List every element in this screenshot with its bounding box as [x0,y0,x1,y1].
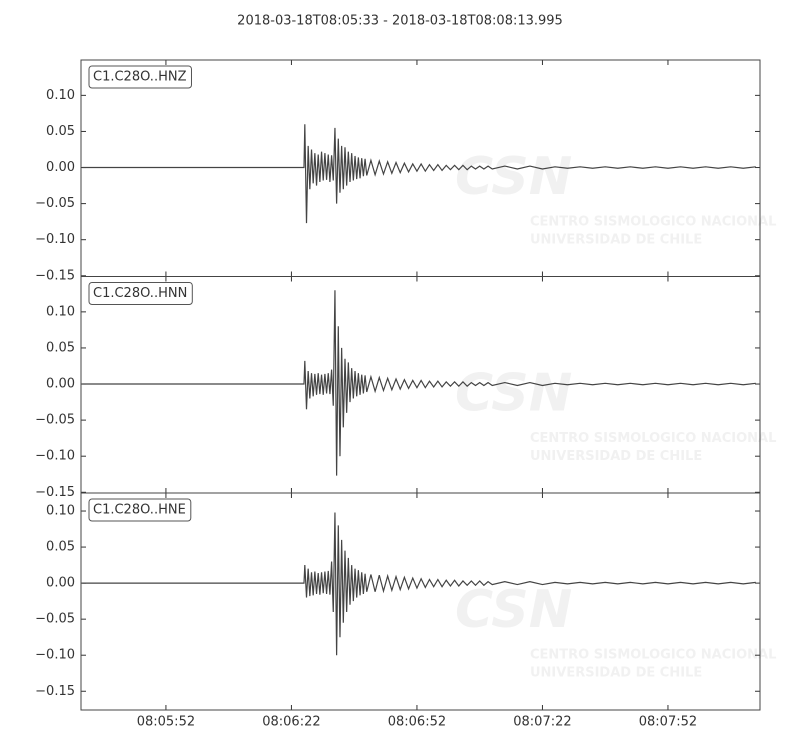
x-tick-label: 08:06:52 [388,715,446,730]
y-tick-label: −0.15 [35,684,75,699]
y-tick-label: 0.00 [46,377,75,392]
x-tick-label: 08:07:52 [639,715,697,730]
trace-label-box [88,282,193,305]
panel-frame [80,492,761,711]
x-tick-label: 08:07:22 [513,715,571,730]
y-tick-label: −0.10 [35,449,75,464]
y-tick-label: −0.10 [35,648,75,663]
y-tick-label: 0.00 [46,160,75,175]
y-tick-label: −0.10 [35,232,75,247]
watermark-line: CENTRO SISMOLOGICO NACIONAL [530,648,776,663]
waveform [82,512,756,656]
trace-label-box [88,498,192,522]
y-tick-label: −0.05 [35,196,75,211]
y-tick-label: 0.10 [46,88,75,103]
y-tick-label: −0.15 [35,268,75,283]
chart-title: 2018-03-18T08:05:33 - 2018-03-18T08:08:1… [237,14,563,29]
x-tick-label: 08:06:22 [262,715,320,730]
trace-label: C1.C28O..HNE [93,503,186,518]
y-tick-label: 0.05 [46,540,75,555]
y-tick-label: 0.10 [46,504,75,519]
watermark-line: CENTRO SISMOLOGICO NACIONAL [530,431,776,446]
watermark-line: UNIVERSIDAD DE CHILE [530,666,702,681]
y-tick-label: 0.10 [46,304,75,319]
y-tick-label: 0.05 [46,340,75,355]
y-tick-label: 0.00 [46,576,75,591]
watermark-logo: CSN [455,364,572,424]
trace-label: C1.C28O..HNN [93,286,187,301]
waveform [82,290,756,476]
watermark-line: CENTRO SISMOLOGICO NACIONAL [530,215,776,230]
watermark-line: UNIVERSIDAD DE CHILE [530,233,702,248]
y-tick-label: −0.05 [35,612,75,627]
watermark-line: UNIVERSIDAD DE CHILE [530,449,702,464]
y-tick-label: 0.05 [46,124,75,139]
trace-label-box [88,65,192,89]
trace-label: C1.C28O..HNZ [93,70,187,85]
y-tick-label: −0.05 [35,413,75,428]
watermark-logo: CSN [455,147,572,207]
waveform [82,124,756,224]
y-tick-label: −0.15 [35,485,75,500]
x-tick-label: 08:05:52 [137,715,195,730]
watermark-logo: CSN [455,580,572,640]
